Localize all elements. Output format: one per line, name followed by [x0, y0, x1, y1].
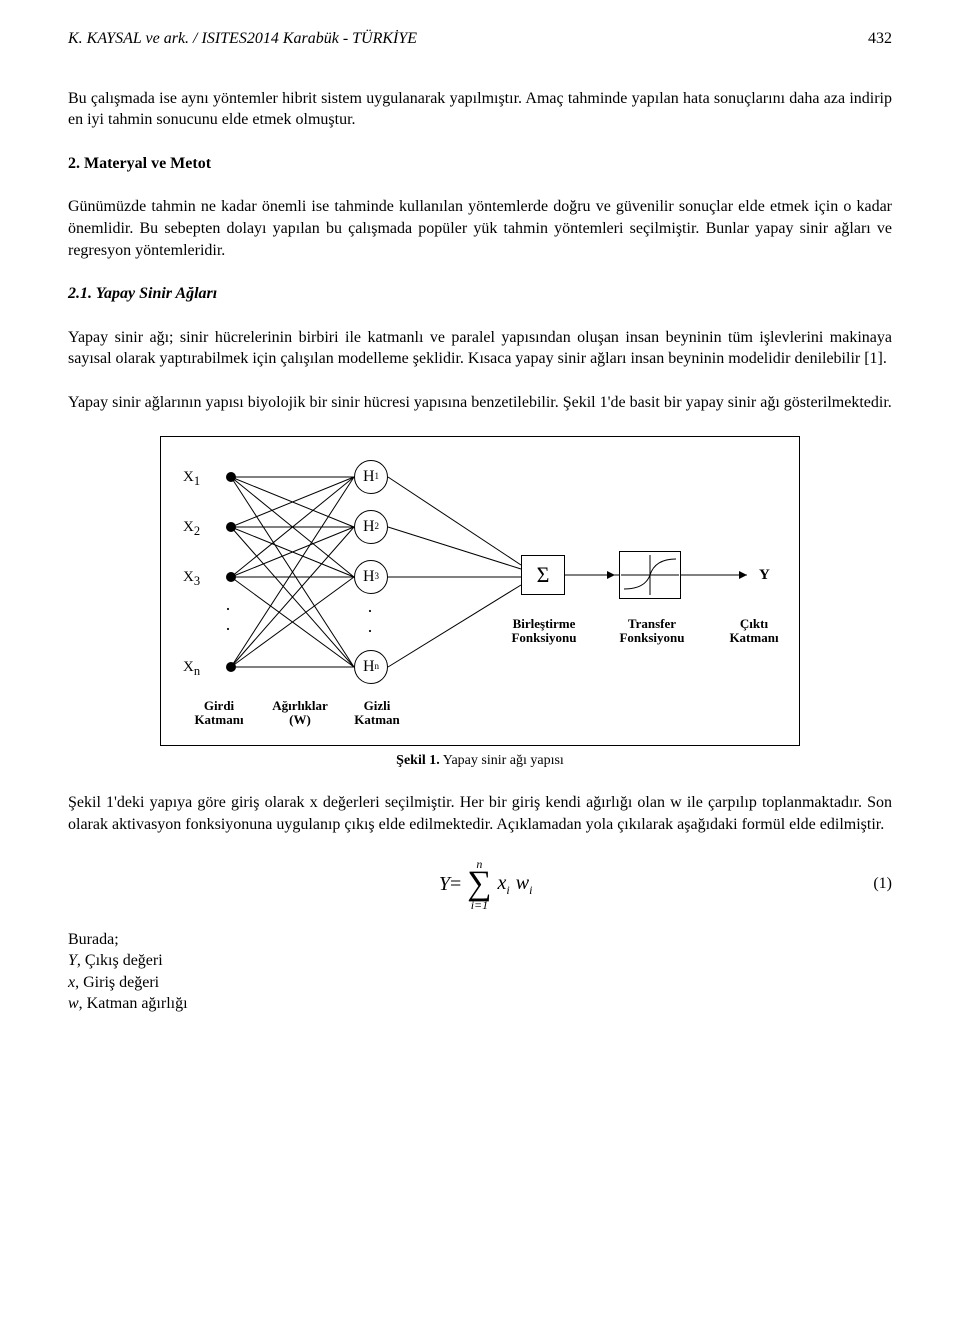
input-x1: X1 [183, 467, 200, 490]
equation-number: (1) [873, 873, 892, 895]
label-cikti: Çıktı Katmanı [721, 617, 787, 647]
defs-x: x, Giriş değeri [68, 972, 892, 994]
figure-1-caption-text: Yapay sinir ağı yapısı [440, 753, 564, 768]
hidden-node-2: H2 [354, 510, 388, 544]
input-ellipsis-2: · [225, 617, 231, 641]
equation-1: Y = n ∑ i=1 xi wi [439, 858, 533, 911]
label-transfer: Transfer Fonksiyonu [609, 617, 695, 647]
output-y: Y [759, 565, 770, 585]
summation-symbol: n ∑ i=1 [467, 858, 491, 911]
figure-1-caption-bold: Şekil 1. [396, 753, 440, 768]
input-node-1 [226, 472, 236, 482]
defs-w: w, Katman ağırlığı [68, 993, 892, 1015]
page: K. KAYSAL ve ark. / ISITES2014 Karabük -… [0, 0, 960, 1045]
hidden-node-1: H1 [354, 460, 388, 494]
page-number: 432 [868, 28, 892, 50]
label-birlestirme: Birleştirme Fonksiyonu [501, 617, 587, 647]
neural-network-diagram: X1 X2 X3 Xn · · H1 H2 H3 Hn · · Σ Y [160, 436, 800, 746]
defs-y: Y, Çıkış değeri [68, 950, 892, 972]
intro-paragraph: Bu çalışmada ise aynı yöntemler hibrit s… [68, 88, 892, 131]
input-x3: X3 [183, 567, 200, 590]
input-node-2 [226, 522, 236, 532]
label-girdi: Girdi Katmanı [189, 699, 249, 729]
formula-wi: wi [516, 870, 533, 898]
subsection-2-1-p1: Yapay sinir ağı; sinir hücrelerinin birb… [68, 327, 892, 370]
formula-y: Y [439, 871, 450, 898]
input-node-n [226, 662, 236, 672]
label-gizli: Gizli Katman [347, 699, 407, 729]
equation-1-row: Y = n ∑ i=1 xi wi (1) [68, 858, 892, 911]
sigma-icon: ∑ [467, 870, 491, 899]
section-2-paragraph: Günümüzde tahmin ne kadar önemli ise tah… [68, 196, 892, 261]
hidden-node-3: H3 [354, 560, 388, 594]
post-figure-paragraph: Şekil 1'deki yapıya göre giriş olarak x … [68, 792, 892, 835]
page-header: K. KAYSAL ve ark. / ISITES2014 Karabük -… [68, 28, 892, 50]
formula-eq: = [450, 871, 461, 898]
formula-xi: xi [498, 870, 510, 898]
header-left: K. KAYSAL ve ark. / ISITES2014 Karabük -… [68, 28, 417, 50]
hidden-ellipsis-2: · [367, 619, 373, 643]
summation-box: Σ [521, 555, 565, 595]
defs-burada: Burada; [68, 929, 892, 951]
label-agirlik: Ağırlıklar (W) [263, 699, 337, 729]
sum-lower: i=1 [471, 899, 488, 911]
figure-1: X1 X2 X3 Xn · · H1 H2 H3 Hn · · Σ Y [68, 436, 892, 771]
input-xn: Xn [183, 657, 200, 680]
subsection-2-1-p2: Yapay sinir ağlarının yapısı biyolojik b… [68, 392, 892, 414]
transfer-function-box [619, 551, 681, 599]
hidden-node-n: Hn [354, 650, 388, 684]
figure-1-caption: Şekil 1. Yapay sinir ağı yapısı [396, 752, 564, 771]
input-x2: X2 [183, 517, 200, 540]
network-edges [161, 437, 801, 747]
subsection-2-1-heading: 2.1. Yapay Sinir Ağları [68, 283, 892, 305]
input-node-3 [226, 572, 236, 582]
section-2-heading: 2. Materyal ve Metot [68, 153, 892, 175]
